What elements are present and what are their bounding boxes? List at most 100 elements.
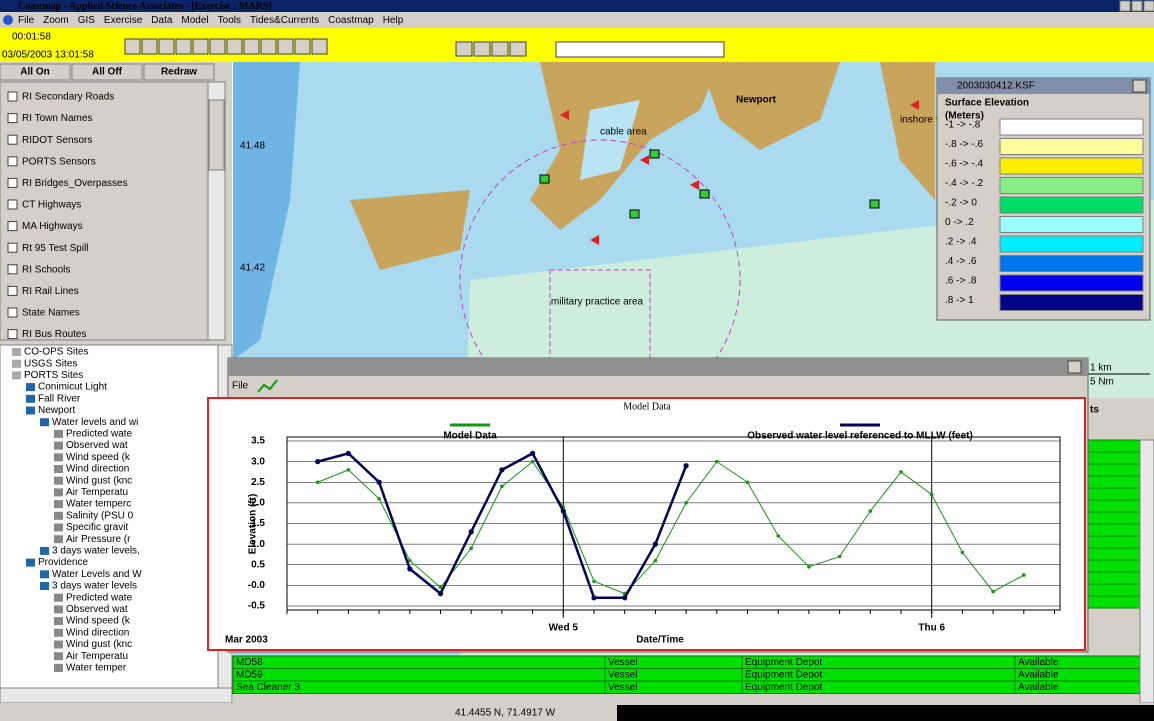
dropdown[interactable] — [555, 41, 725, 58]
layer-checkbox[interactable] — [7, 221, 18, 232]
layer-checkbox[interactable] — [7, 329, 18, 340]
chart-titlebar — [228, 358, 1088, 376]
tool-button[interactable] — [277, 38, 294, 55]
layer-checkbox[interactable] — [7, 264, 18, 275]
panel-button[interactable] — [0, 63, 71, 81]
tree-item[interactable]: CO-OPS Sites — [24, 347, 88, 358]
tree-item[interactable]: Specific gravit — [66, 522, 128, 533]
layer-name: Rt 95 Test Spill — [22, 243, 89, 254]
map-label: cable area — [600, 127, 647, 138]
tree-icon — [26, 558, 35, 567]
layer-checkbox[interactable] — [7, 307, 18, 318]
y-tick-label: 2.5 — [251, 477, 265, 488]
tool-button[interactable] — [158, 38, 175, 55]
tool-button[interactable] — [175, 38, 192, 55]
menu-item[interactable]: Coastmap — [328, 15, 374, 26]
tree-item[interactable]: Air Temperatu — [66, 651, 128, 662]
tree-item[interactable]: Fall River — [38, 393, 81, 404]
tool-button[interactable] — [311, 38, 328, 55]
map-sensor — [649, 149, 660, 159]
tool-button[interactable] — [260, 38, 277, 55]
tree-item[interactable]: 3 days water levels, — [52, 546, 140, 557]
layer-checkbox[interactable] — [7, 285, 18, 296]
tool-button[interactable] — [294, 38, 311, 55]
tree-icon — [54, 628, 63, 637]
tree-item[interactable]: 3 days water levels — [52, 581, 137, 592]
tree-item[interactable]: Observed wat — [66, 604, 128, 615]
legend-entry: .4 -> .6 — [945, 256, 977, 267]
legend-close[interactable] — [1132, 79, 1147, 93]
layer-checkbox[interactable] — [7, 242, 18, 253]
menu-item[interactable]: Exercise — [104, 15, 143, 26]
panel-button[interactable] — [143, 63, 215, 81]
tree-item[interactable]: Newport — [38, 405, 75, 416]
side-row — [1084, 439, 1141, 453]
layer-checkbox[interactable] — [7, 199, 18, 210]
panel-button[interactable] — [71, 63, 143, 81]
chart-close[interactable] — [1067, 360, 1082, 374]
tree-item[interactable]: Wind speed (k — [66, 452, 131, 463]
tree-item[interactable]: Air Pressure (r — [66, 534, 131, 545]
layer-checkbox[interactable] — [7, 91, 18, 102]
playback-button[interactable] — [455, 41, 473, 57]
tree-icon — [54, 465, 63, 473]
tree-item[interactable]: PORTS Sites — [24, 370, 83, 381]
tree-item[interactable]: Wind speed (k — [66, 616, 131, 627]
menu-item[interactable]: Zoom — [43, 15, 69, 26]
tree-item[interactable]: Air Temperatu — [66, 487, 128, 498]
y-axis-label: Elevation (ft) — [248, 494, 259, 555]
menu-item[interactable]: Tools — [218, 15, 241, 26]
menu-item[interactable]: Model — [181, 15, 208, 26]
playback-button[interactable] — [509, 41, 527, 57]
tree-hscrollbar — [0, 687, 233, 704]
window-control[interactable] — [1131, 0, 1143, 12]
tree-item[interactable]: Wind direction — [66, 627, 129, 638]
window-control[interactable] — [1143, 0, 1154, 12]
chart-menu[interactable]: File — [232, 381, 249, 392]
tree-item[interactable]: Water levels and wi — [52, 417, 138, 428]
layer-checkbox[interactable] — [7, 177, 18, 188]
menu-item[interactable]: Help — [383, 15, 404, 26]
tree-item[interactable]: Observed wat — [66, 440, 128, 451]
tree-item[interactable]: Water temperc — [66, 499, 131, 510]
y-tick-label: -0.0 — [248, 580, 266, 591]
tree-item[interactable]: Water Levels and W — [52, 569, 142, 580]
tool-button[interactable] — [226, 38, 243, 55]
tree-item[interactable]: Wind direction — [66, 464, 129, 475]
tree-icon — [54, 429, 63, 438]
series-marker — [408, 558, 412, 563]
layer-checkbox[interactable] — [7, 134, 18, 145]
playback-button[interactable] — [491, 41, 509, 57]
series-marker — [377, 496, 381, 501]
layer-checkbox[interactable] — [7, 113, 18, 124]
tool-button[interactable] — [209, 38, 226, 55]
tree-item[interactable]: Predicted wate — [66, 592, 133, 603]
panel-button-label: Redraw — [161, 67, 197, 78]
menu-item[interactable]: GIS — [78, 15, 96, 26]
table-cell-text: MD58 — [236, 657, 263, 668]
tree-item[interactable]: Wind gust (knc — [66, 475, 132, 486]
map-label: 41.48 — [240, 141, 265, 152]
window-control[interactable] — [1119, 0, 1131, 12]
x-tick-label: Thu 6 — [918, 623, 945, 634]
playback-button[interactable] — [473, 41, 491, 57]
tool-button[interactable] — [124, 38, 141, 55]
scroll-thumb[interactable] — [208, 99, 225, 171]
tree-item[interactable]: Predicted wate — [66, 429, 133, 440]
tree-item[interactable]: Conimicut Light — [38, 382, 107, 393]
tool-button[interactable] — [243, 38, 260, 55]
tree-item[interactable]: Providence — [38, 557, 88, 568]
table-cell-text: Vessel — [608, 670, 637, 681]
tree-item[interactable]: USGS Sites — [24, 358, 77, 369]
tool-button[interactable] — [141, 38, 158, 55]
tree-item[interactable]: Wind gust (knc — [66, 639, 132, 650]
layer-checkbox[interactable] — [7, 156, 18, 167]
menu-item[interactable]: Data — [151, 15, 173, 26]
tree-item[interactable]: Salinity (PSU 0 — [66, 510, 134, 521]
menu-item[interactable]: File — [18, 15, 35, 26]
tool-button[interactable] — [192, 38, 209, 55]
series-marker — [991, 589, 995, 594]
menu-item[interactable]: Tides&Currents — [250, 15, 319, 26]
tree-item[interactable]: Water temper — [66, 663, 127, 674]
